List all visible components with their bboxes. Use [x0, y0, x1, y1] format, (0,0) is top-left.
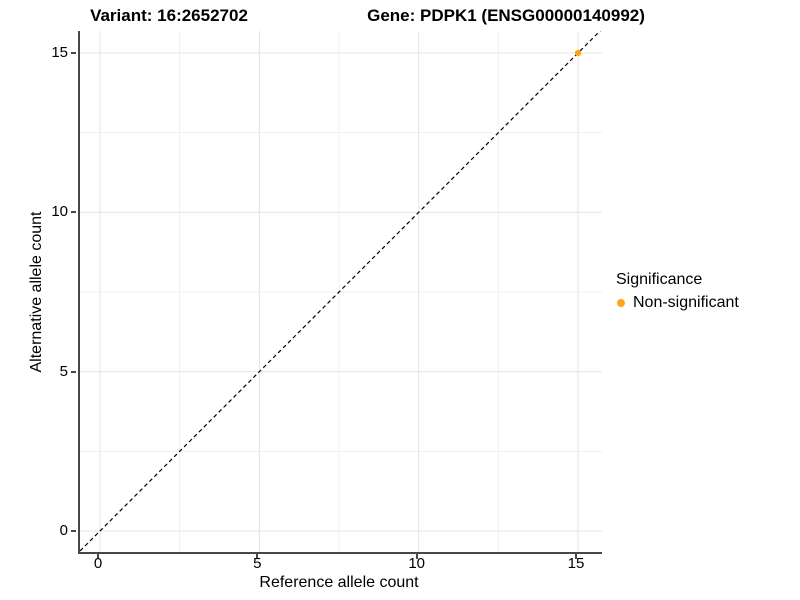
- identity-reference-line: [80, 31, 601, 552]
- y-tick-mark: [71, 211, 76, 214]
- legend-title: Significance: [616, 271, 703, 288]
- y-tick-label: 5: [59, 362, 68, 380]
- plot-panel: [78, 31, 602, 554]
- y-tick-mark: [71, 530, 76, 532]
- x-tick-mark: [415, 554, 418, 559]
- legend-item-label: Non-significant: [633, 294, 739, 311]
- data-point: [574, 49, 582, 57]
- x-tick-label: 0: [93, 555, 103, 572]
- y-tick-label: 10: [51, 203, 68, 221]
- plot-area: [80, 31, 602, 552]
- variant-title: Variant: 16:2652702: [90, 6, 248, 25]
- x-tick-label: 5: [253, 555, 262, 572]
- x-axis-title: Reference allele count: [259, 574, 419, 591]
- y-tick-label: 15: [51, 43, 68, 61]
- legend-item: Non-significant: [616, 293, 739, 312]
- legend-point-icon: [617, 299, 625, 307]
- y-tick-mark: [71, 370, 76, 373]
- x-tick-mark: [575, 554, 577, 559]
- gene-title: Gene: PDPK1 (ENSG00000140992): [367, 6, 645, 25]
- y-axis-title: Alternative allele count: [28, 211, 45, 373]
- x-tick-mark: [97, 554, 99, 559]
- x-tick-label: 10: [408, 555, 425, 572]
- y-tick-label: 0: [59, 522, 68, 539]
- x-tick-mark: [256, 554, 259, 559]
- y-tick-mark: [71, 51, 76, 54]
- legend: Significance Non-significant: [616, 271, 739, 312]
- x-tick-label: 15: [567, 555, 585, 572]
